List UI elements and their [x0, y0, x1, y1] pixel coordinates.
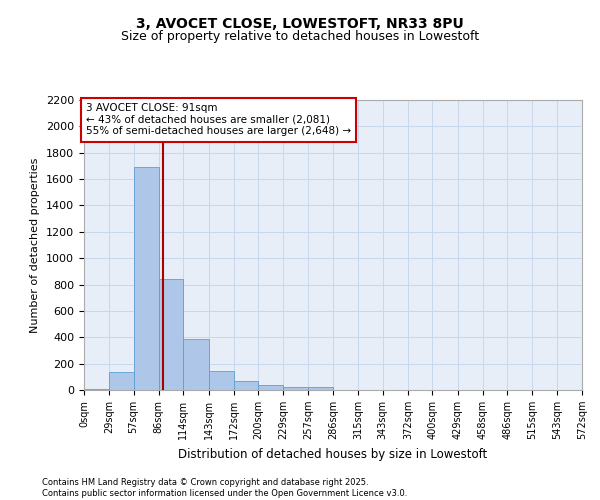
Text: 3, AVOCET CLOSE, LOWESTOFT, NR33 8PU: 3, AVOCET CLOSE, LOWESTOFT, NR33 8PU	[136, 18, 464, 32]
Bar	[258, 386, 283, 390]
Bar	[209, 371, 234, 390]
Bar	[109, 372, 134, 390]
Bar	[234, 381, 258, 390]
Bar	[134, 167, 159, 390]
Text: Contains HM Land Registry data © Crown copyright and database right 2025.
Contai: Contains HM Land Registry data © Crown c…	[42, 478, 407, 498]
Text: 3 AVOCET CLOSE: 91sqm
← 43% of detached houses are smaller (2,081)
55% of semi-d: 3 AVOCET CLOSE: 91sqm ← 43% of detached …	[86, 104, 351, 136]
Bar	[159, 280, 183, 390]
Bar	[283, 388, 308, 390]
X-axis label: Distribution of detached houses by size in Lowestoft: Distribution of detached houses by size …	[178, 448, 488, 460]
Y-axis label: Number of detached properties: Number of detached properties	[31, 158, 40, 332]
Bar	[308, 388, 333, 390]
Text: Size of property relative to detached houses in Lowestoft: Size of property relative to detached ho…	[121, 30, 479, 43]
Bar	[84, 388, 109, 390]
Bar	[183, 338, 209, 390]
